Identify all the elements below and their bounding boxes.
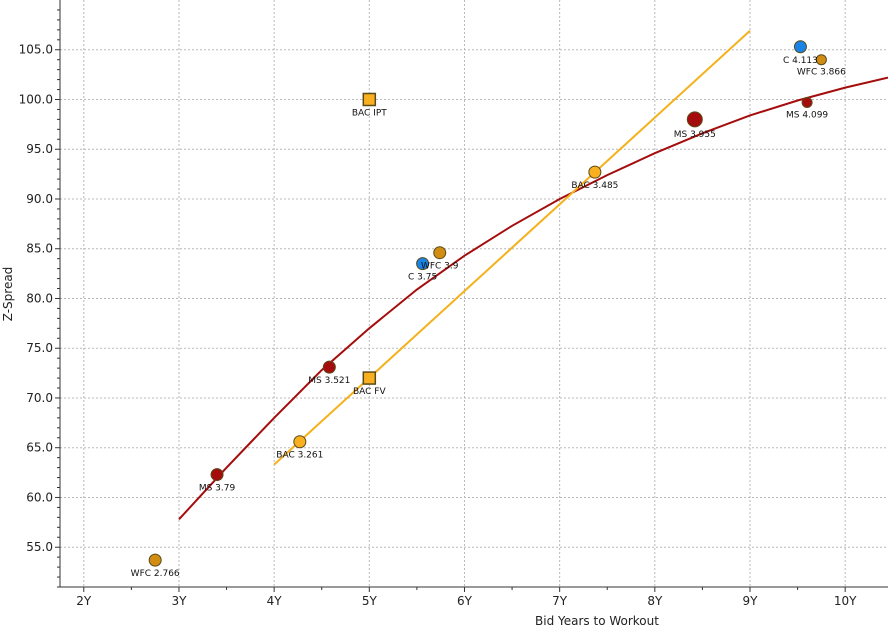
ms-fit-curve bbox=[178, 76, 888, 520]
point-ms-3-955 bbox=[686, 111, 703, 128]
point-label-ms-3-79: MS 3.79 bbox=[199, 484, 236, 494]
x-tick-label: 3Y bbox=[171, 594, 187, 608]
x-axis-title: Bid Years to Workout bbox=[535, 614, 659, 628]
point-label-wfc-2-766: WFC 2.766 bbox=[131, 569, 180, 579]
y-axis-title: Z-Spread bbox=[1, 267, 15, 322]
y-tick-label: 85.0 bbox=[26, 242, 53, 256]
point-label-bac-3-261: BAC 3.261 bbox=[276, 451, 323, 461]
y-tick-label: 55.0 bbox=[26, 540, 53, 554]
point-label-bac-fv: BAC FV bbox=[353, 387, 386, 397]
y-tick-label: 100.0 bbox=[19, 92, 53, 106]
y-tick-label: 70.0 bbox=[26, 391, 53, 405]
y-tick-label: 65.0 bbox=[26, 441, 53, 455]
ticks: 2Y 3Y 4Y 5Y 6Y 7Y 8Y 9Y 10Y 55.0 60.0 65.0 70.0 75.0 8… bbox=[19, 9, 857, 608]
point-label-ms-3-955: MS 3.955 bbox=[674, 130, 716, 140]
x-tick-label: 10Y bbox=[834, 594, 857, 608]
x-tick-label: 9Y bbox=[743, 594, 759, 608]
y-tick-label: 95.0 bbox=[26, 142, 53, 156]
point-wfc-3-866 bbox=[815, 54, 827, 66]
point-labels: MS 3.79 MS 3.521 MS 3.955 MS 4.099 BAC 3.261… bbox=[131, 56, 846, 579]
x-tick-label: 7Y bbox=[552, 594, 568, 608]
point-c-4-113 bbox=[793, 40, 807, 54]
point-ms-4-099 bbox=[801, 96, 813, 108]
point-bac-3-485 bbox=[588, 165, 602, 179]
x-tick-label: 5Y bbox=[362, 594, 378, 608]
x-tick-label: 8Y bbox=[647, 594, 663, 608]
point-label-wfc-3-9: WFC 3.9 bbox=[421, 262, 459, 272]
point-bac-3-261 bbox=[293, 435, 307, 449]
x-tick-label: 4Y bbox=[267, 594, 283, 608]
point-c-3-75 bbox=[416, 257, 430, 271]
point-wfc-3-9 bbox=[433, 246, 447, 260]
bac-fit-curve bbox=[273, 30, 751, 466]
y-tick-label: 75.0 bbox=[26, 341, 53, 355]
plot-background bbox=[60, 0, 888, 587]
point-label-c-4-113: C 4.113 bbox=[783, 56, 818, 66]
x-tick-label: 6Y bbox=[457, 594, 473, 608]
point-ms-3-521 bbox=[322, 360, 336, 374]
y-tick-label: 60.0 bbox=[26, 490, 53, 504]
y-tick-label: 80.0 bbox=[26, 291, 53, 305]
y-tick-label: 105.0 bbox=[19, 43, 53, 57]
point-label-bac-ipt: BAC IPT bbox=[352, 108, 387, 118]
point-label-ms-3-521: MS 3.521 bbox=[308, 376, 350, 386]
point-label-c-3-75: C 3.75 bbox=[408, 273, 437, 283]
point-bac-fv bbox=[362, 371, 377, 385]
x-tick-label: 2Y bbox=[76, 594, 92, 608]
point-ms-3-79 bbox=[210, 468, 224, 482]
point-wfc-2-766 bbox=[148, 553, 162, 567]
data-points bbox=[148, 40, 827, 567]
point-bac-ipt bbox=[362, 92, 377, 107]
y-tick-label: 90.0 bbox=[26, 192, 53, 206]
fit-curves bbox=[178, 30, 888, 520]
point-label-ms-4-099: MS 4.099 bbox=[786, 110, 828, 120]
point-label-wfc-3-866: WFC 3.866 bbox=[797, 68, 846, 78]
point-label-bac-3-485: BAC 3.485 bbox=[571, 181, 618, 191]
